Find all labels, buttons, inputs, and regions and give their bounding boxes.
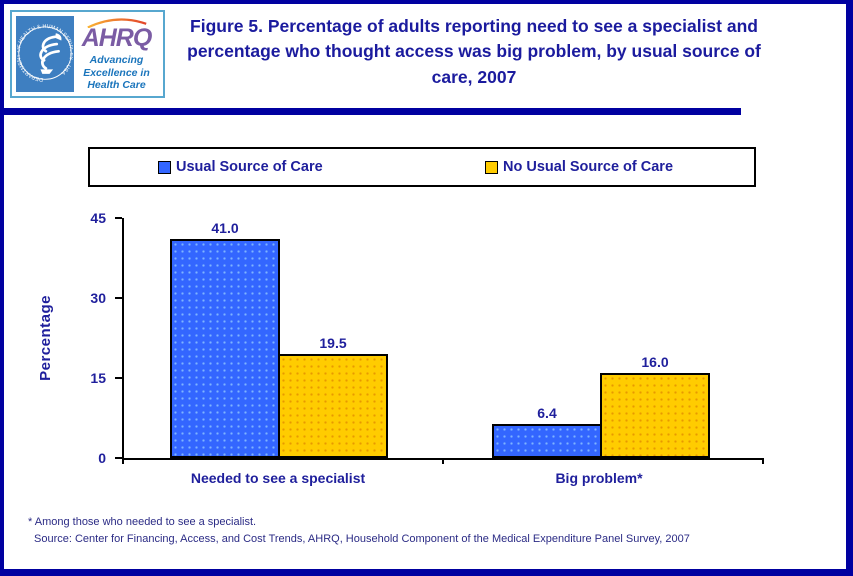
y-tickmark-15 bbox=[115, 377, 122, 379]
bar-no-usual-source-needed-specialist bbox=[278, 354, 388, 458]
bar-usual-source-needed-specialist bbox=[170, 239, 280, 458]
hhs-eagle-icon: DEPARTMENT OF HEALTH & HUMAN SERVICES · … bbox=[17, 24, 73, 83]
legend-label-usual-source: Usual Source of Care bbox=[176, 159, 323, 175]
ahrq-tagline: Advancing Excellence in Health Care bbox=[83, 54, 150, 92]
y-tickmark-0 bbox=[115, 457, 122, 459]
legend-label-no-usual-source: No Usual Source of Care bbox=[503, 159, 674, 175]
hhs-seal-icon: DEPARTMENT OF HEALTH & HUMAN SERVICES · … bbox=[16, 16, 74, 92]
y-tick-30: 30 bbox=[90, 290, 106, 306]
ahrq-tagline-line1: Advancing bbox=[89, 54, 144, 67]
x-tickmark-right bbox=[762, 460, 764, 464]
x-category-needed-specialist: Needed to see a specialist bbox=[190, 470, 366, 486]
x-category-big-problem: Big problem* bbox=[555, 470, 643, 486]
bar-column-nousual-needed: 19.5 bbox=[278, 218, 388, 458]
y-axis-label-wrap: Percentage bbox=[32, 218, 58, 458]
ahrq-tagline-line3: Health Care bbox=[87, 79, 146, 92]
bar-value-usual-bigproblem: 6.4 bbox=[537, 404, 557, 421]
y-tick-15: 15 bbox=[90, 370, 106, 386]
legend-swatch-usual-source bbox=[158, 160, 171, 174]
bar-no-usual-source-big-problem bbox=[600, 372, 710, 458]
bar-column-usual-needed: 41.0 bbox=[170, 218, 280, 458]
bar-value-nousual-needed: 19.5 bbox=[319, 335, 347, 351]
figure-title: Figure 5. Percentage of adults reporting… bbox=[187, 16, 761, 87]
footnote-asterisk: * Among those who needed to see a specia… bbox=[28, 516, 257, 528]
x-tickmark-left bbox=[122, 460, 124, 464]
legend-swatch-no-usual-source bbox=[485, 160, 498, 174]
bar-value-usual-needed: 41.0 bbox=[211, 220, 239, 237]
footnote-source: Source: Center for Financing, Access, an… bbox=[34, 533, 690, 545]
bar-value-nousual-bigproblem: 16.0 bbox=[641, 353, 669, 370]
header-divider-bar bbox=[4, 108, 741, 115]
bar-column-usual-bigproblem: 6.4 bbox=[492, 218, 602, 458]
legend-item-no-usual-source: No Usual Source of Care bbox=[485, 149, 673, 185]
ahrq-wordmark: AHRQ bbox=[81, 24, 153, 53]
chart-legend: Usual Source of Care No Usual Source of … bbox=[88, 147, 756, 187]
y-axis-label: Percentage bbox=[36, 295, 54, 381]
y-tickmark-45 bbox=[115, 217, 122, 219]
bar-usual-source-big-problem bbox=[492, 423, 602, 458]
x-tickmark-middle bbox=[442, 460, 444, 464]
legend-item-usual-source: Usual Source of Care bbox=[158, 149, 323, 185]
ahrq-swoosh-icon bbox=[86, 18, 147, 29]
ahrq-logo: AHRQ Advancing Excellence in Health Care bbox=[74, 16, 159, 92]
ahrq-hhs-logo: DEPARTMENT OF HEALTH & HUMAN SERVICES · … bbox=[10, 10, 165, 98]
y-tick-45: 45 bbox=[90, 210, 106, 226]
ahrq-tagline-line2: Excellence in bbox=[83, 66, 150, 79]
y-tick-0: 0 bbox=[98, 450, 106, 466]
plot-area: 41.0 19.5 6.4 16.0 bbox=[115, 217, 764, 464]
bar-column-nousual-bigproblem: 16.0 bbox=[600, 218, 710, 458]
y-tickmark-30 bbox=[115, 297, 122, 299]
